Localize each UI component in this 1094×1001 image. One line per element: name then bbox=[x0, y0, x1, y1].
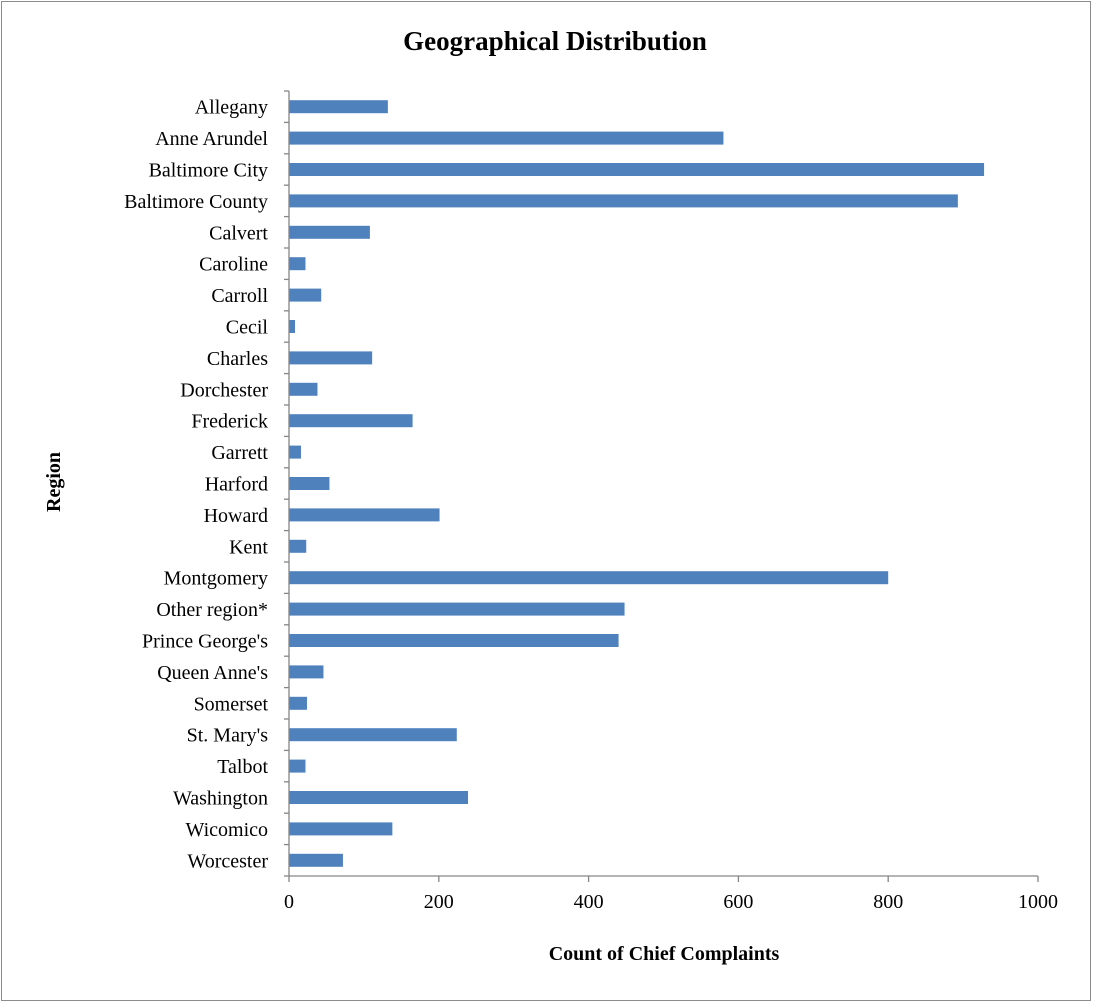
bar bbox=[289, 539, 307, 553]
category-label: Kent bbox=[229, 536, 268, 558]
bar bbox=[289, 163, 985, 176]
bar bbox=[289, 194, 958, 208]
bar bbox=[289, 791, 469, 804]
bar bbox=[289, 759, 306, 773]
x-tick-label: 1000 bbox=[1018, 891, 1058, 913]
category-label: Anne Arundel bbox=[155, 128, 268, 150]
category-label: Washington bbox=[173, 788, 268, 810]
bar bbox=[289, 225, 370, 239]
bar bbox=[289, 351, 373, 365]
bars-group bbox=[289, 100, 985, 867]
category-label: St. Mary's bbox=[187, 725, 269, 747]
x-tick-label: 400 bbox=[574, 891, 604, 913]
category-label: Montgomery bbox=[164, 568, 268, 590]
x-tick-label: 800 bbox=[873, 891, 903, 913]
category-label: Harford bbox=[205, 474, 268, 496]
category-label: Charles bbox=[207, 348, 268, 370]
bar bbox=[289, 853, 343, 867]
category-label: Baltimore County bbox=[124, 191, 268, 213]
category-label: Wicomico bbox=[186, 819, 269, 841]
bar bbox=[289, 665, 324, 679]
category-label: Talbot bbox=[217, 756, 268, 778]
category-label: Caroline bbox=[199, 254, 268, 276]
bar bbox=[289, 696, 307, 710]
category-label: Frederick bbox=[191, 411, 268, 433]
bar bbox=[289, 414, 413, 428]
category-label: Carroll bbox=[211, 285, 268, 307]
bar bbox=[289, 320, 295, 333]
y-axis-title: Region bbox=[43, 452, 65, 512]
category-label: Howard bbox=[204, 505, 268, 527]
bar bbox=[289, 477, 330, 490]
x-axis-title: Count of Chief Complaints bbox=[549, 943, 780, 965]
bar bbox=[289, 382, 318, 396]
category-labels-group: Allegany Anne Arundel Baltimore City Baltim… bbox=[124, 97, 268, 873]
bar bbox=[289, 822, 393, 836]
axes-group bbox=[284, 90, 1038, 877]
bar bbox=[289, 602, 625, 616]
bar bbox=[289, 131, 724, 145]
bar bbox=[289, 288, 322, 302]
category-label: Dorchester bbox=[180, 379, 268, 401]
bar bbox=[289, 257, 306, 271]
category-label: Garrett bbox=[211, 442, 268, 464]
category-label: Allegany bbox=[195, 97, 268, 119]
category-label: Cecil bbox=[226, 317, 269, 339]
category-label: Somerset bbox=[194, 693, 269, 715]
category-label: Queen Anne's bbox=[157, 662, 268, 684]
x-tick-label: 200 bbox=[424, 891, 454, 913]
chart-title: Geographical Distribution bbox=[403, 26, 707, 56]
bar bbox=[289, 728, 457, 742]
bar bbox=[289, 508, 440, 522]
bar bbox=[289, 445, 301, 459]
x-tick-label: 600 bbox=[723, 891, 753, 913]
bar bbox=[289, 634, 619, 647]
x-ticks-group: 0 200 400 600 800 1000 bbox=[284, 876, 1058, 913]
category-label: Calvert bbox=[209, 222, 268, 244]
bar bbox=[289, 571, 889, 585]
category-label: Baltimore City bbox=[149, 160, 268, 182]
bar bbox=[289, 100, 388, 114]
x-tick-label: 0 bbox=[284, 891, 294, 913]
category-label: Other region* bbox=[156, 599, 268, 621]
category-label: Worcester bbox=[187, 850, 268, 872]
category-label: Prince George's bbox=[142, 631, 268, 653]
